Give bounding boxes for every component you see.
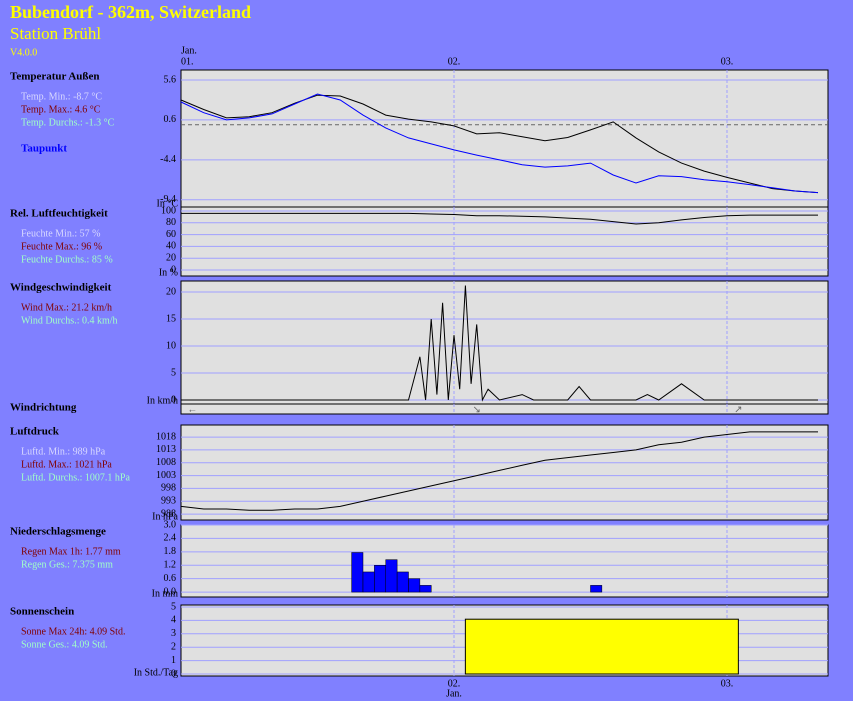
x-tick-label-top: 03. [721, 56, 734, 67]
y-tick-label: 1 [171, 655, 176, 666]
month-label-top: Jan. [181, 45, 197, 56]
stat-line: Temp. Min.: -8.7 °C [21, 91, 102, 102]
y-tick-label: 20 [166, 252, 176, 263]
stat-line: Luftd. Max.: 1021 hPa [21, 459, 112, 470]
y-tick-label: 1018 [156, 431, 176, 442]
x-tick-label-bottom: 02. [448, 678, 461, 689]
y-tick-label: 5 [171, 367, 176, 378]
plot-area [180, 424, 829, 521]
y-tick-label: 80 [166, 217, 176, 228]
stat-line: Wind Max.: 21.2 km/h [21, 302, 112, 313]
stat-line: Regen Ges.: 7.375 mm [21, 559, 113, 570]
unit-label: In °C [157, 198, 179, 209]
y-tick-label: 0.6 [164, 573, 177, 584]
bar [396, 571, 409, 593]
series-line [181, 285, 818, 402]
stat-line: Feuchte Max.: 96 % [21, 241, 102, 252]
y-tick-label: 100 [161, 205, 176, 216]
y-tick-label: 4 [171, 615, 176, 626]
y-tick-label: 0 [171, 264, 176, 275]
stat-line: Sonne Max 24h: 4.09 Std. [21, 626, 125, 637]
plot-area [180, 403, 829, 415]
stat-line: Temp. Durchs.: -1.3 °C [21, 117, 115, 128]
version: V4.0.0 [10, 47, 37, 58]
y-tick-label: 1.2 [164, 560, 177, 571]
y-tick-label: 0.0 [164, 586, 177, 597]
bar [374, 564, 386, 593]
stat-line: Wind Durchs.: 0.4 km/h [21, 315, 118, 326]
panel-title: Luftdruck [10, 426, 60, 438]
y-tick-label: 2 [171, 641, 176, 652]
panel-title: Sonnenschein [10, 606, 74, 618]
y-tick-label: 998 [161, 483, 176, 494]
x-tick-label-top: 02. [448, 56, 461, 67]
panel-title: Windgeschwindigkeit [10, 282, 112, 294]
y-tick-label: 20 [166, 286, 176, 297]
y-tick-label: 988 [161, 508, 176, 519]
stat-line: Feuchte Min.: 57 % [21, 228, 100, 239]
y-tick-label: 0.6 [164, 114, 177, 125]
y-tick-label: 1003 [156, 470, 176, 481]
legend-entry: Taupunkt [21, 143, 67, 155]
stat-line: Luftd. Durchs.: 1007.1 hPa [21, 472, 130, 483]
y-tick-label: 40 [166, 241, 176, 252]
unit-label: In km/h [147, 395, 178, 406]
unit-label: In hPa [152, 511, 178, 522]
station-title: Bubendorf - 362m, Switzerland [10, 2, 251, 22]
y-tick-label: 3.0 [164, 519, 177, 530]
y-tick-label: 993 [161, 496, 176, 507]
x-tick-label-bottom: 03. [721, 678, 734, 689]
bar [362, 571, 375, 593]
panel-title: Temperatur Außen [10, 71, 100, 83]
station-subtitle: Station Brühl [10, 24, 101, 43]
wind-arrow: ↘ [473, 404, 481, 415]
y-tick-label: 10 [166, 340, 176, 351]
y-tick-label: 15 [166, 313, 176, 324]
plot-area [180, 206, 829, 277]
wind-arrow: ↗ [734, 404, 742, 415]
panel-title: Windrichtung [10, 402, 77, 414]
plot-area [180, 280, 829, 405]
y-tick-label: 3 [171, 628, 176, 639]
y-tick-label: 60 [166, 229, 176, 240]
month-label-bottom: Jan. [446, 688, 462, 699]
y-tick-label: -9.4 [160, 194, 176, 205]
wind-arrow: ← [187, 404, 197, 415]
y-tick-label: 1008 [156, 457, 176, 468]
y-tick-label: 5 [171, 601, 176, 612]
y-tick-label: 0 [171, 668, 176, 679]
bar [408, 578, 421, 593]
unit-label: In Std./Tag [134, 667, 178, 678]
panel-title: Rel. Luftfeuchtigkeit [10, 208, 108, 220]
y-tick-label: 2.4 [164, 533, 177, 544]
stat-line: Temp. Max.: 4.6 °C [21, 104, 101, 115]
series-line [181, 212, 818, 225]
bar [590, 585, 603, 593]
panel-title: Niederschlagsmenge [10, 526, 106, 538]
series-line [180, 93, 819, 194]
y-tick-label: 1.8 [164, 546, 177, 557]
x-tick-label-top: 01. [181, 56, 194, 67]
y-tick-label: 0 [171, 394, 176, 405]
y-tick-label: -4.4 [160, 154, 176, 165]
bar [385, 559, 398, 593]
plot-area [180, 524, 829, 598]
stat-line: Feuchte Durchs.: 85 % [21, 254, 113, 265]
series-line [180, 94, 819, 194]
bar [464, 618, 739, 675]
y-tick-label: 1013 [156, 444, 176, 455]
stat-line: Luftd. Min.: 989 hPa [21, 446, 106, 457]
unit-label: In mm [152, 588, 179, 599]
stat-line: Regen Max 1h: 1.77 mm [21, 546, 121, 557]
series-line [180, 431, 818, 511]
stat-line: Sonne Ges.: 4.09 Std. [21, 639, 108, 650]
plot-area [180, 69, 829, 208]
y-tick-label: 5.6 [164, 74, 177, 85]
bar [419, 585, 432, 593]
unit-label: In % [159, 267, 178, 278]
bar [351, 552, 364, 593]
